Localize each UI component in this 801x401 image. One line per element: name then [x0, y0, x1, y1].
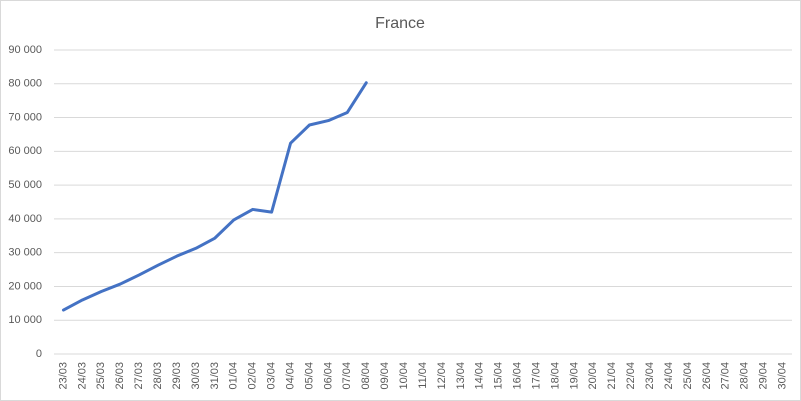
x-tick-label: 04/04 — [284, 362, 296, 390]
x-tick-label: 23/04 — [644, 362, 656, 390]
y-tick-label: 20 000 — [8, 280, 42, 292]
x-tick-label: 12/04 — [436, 362, 448, 390]
x-tick-label: 27/03 — [133, 362, 145, 390]
x-tick-label: 18/04 — [549, 362, 561, 390]
chart-title: France — [375, 15, 425, 32]
line — [61, 81, 368, 312]
x-tick-label: 21/04 — [606, 362, 618, 390]
y-tick-label: 70 000 — [8, 111, 42, 123]
y-tick-label: 60 000 — [8, 145, 42, 157]
x-tick-label: 24/04 — [663, 362, 675, 390]
x-tick-label: 15/04 — [493, 362, 505, 390]
x-tick-label: 29/03 — [171, 362, 183, 390]
x-tick-label: 19/04 — [568, 362, 580, 390]
x-tick-label: 07/04 — [341, 362, 353, 390]
x-tick-label: 26/04 — [701, 362, 713, 390]
x-tick-label: 26/03 — [114, 362, 126, 390]
x-tick-label: 25/04 — [682, 362, 694, 390]
x-tick-label: 01/04 — [228, 362, 240, 390]
x-tick-label: 27/04 — [720, 362, 732, 390]
x-tick-label: 22/04 — [625, 362, 637, 390]
x-tick-label: 14/04 — [474, 362, 486, 390]
x-tick-label: 29/04 — [758, 362, 770, 390]
x-tick-label: 03/04 — [266, 362, 278, 390]
x-tick-label: 08/04 — [360, 362, 372, 390]
x-tick-label: 24/03 — [76, 362, 88, 390]
x-tick-label: 20/04 — [587, 362, 599, 390]
y-tick-label: 90 000 — [8, 44, 42, 56]
x-tick-label: 10/04 — [398, 362, 410, 390]
x-tick-label: 16/04 — [512, 362, 524, 390]
x-tick-label: 30/04 — [776, 362, 788, 390]
y-tick-label: 0 — [36, 348, 42, 360]
x-tick-label: 13/04 — [455, 362, 467, 390]
x-tick-label: 28/03 — [152, 362, 164, 390]
y-tick-label: 30 000 — [8, 247, 42, 259]
x-tick-label: 05/04 — [303, 362, 315, 390]
x-tick-label: 28/04 — [739, 362, 751, 390]
x-tick-label: 17/04 — [530, 362, 542, 390]
y-tick-label: 80 000 — [8, 78, 42, 90]
x-tick-label: 11/04 — [417, 362, 429, 389]
x-tick-label: 30/03 — [190, 362, 202, 390]
x-tick-label: 31/03 — [209, 362, 221, 390]
x-tick-label: 23/03 — [57, 362, 69, 390]
x-tick-label: 25/03 — [95, 362, 107, 390]
y-tick-label: 50 000 — [8, 179, 42, 191]
x-tick-label: 06/04 — [322, 362, 334, 390]
y-tick-label: 40 000 — [8, 213, 42, 225]
x-tick-label: 02/04 — [247, 362, 259, 390]
x-tick-label: 09/04 — [379, 362, 391, 390]
y-tick-label: 10 000 — [8, 314, 42, 326]
